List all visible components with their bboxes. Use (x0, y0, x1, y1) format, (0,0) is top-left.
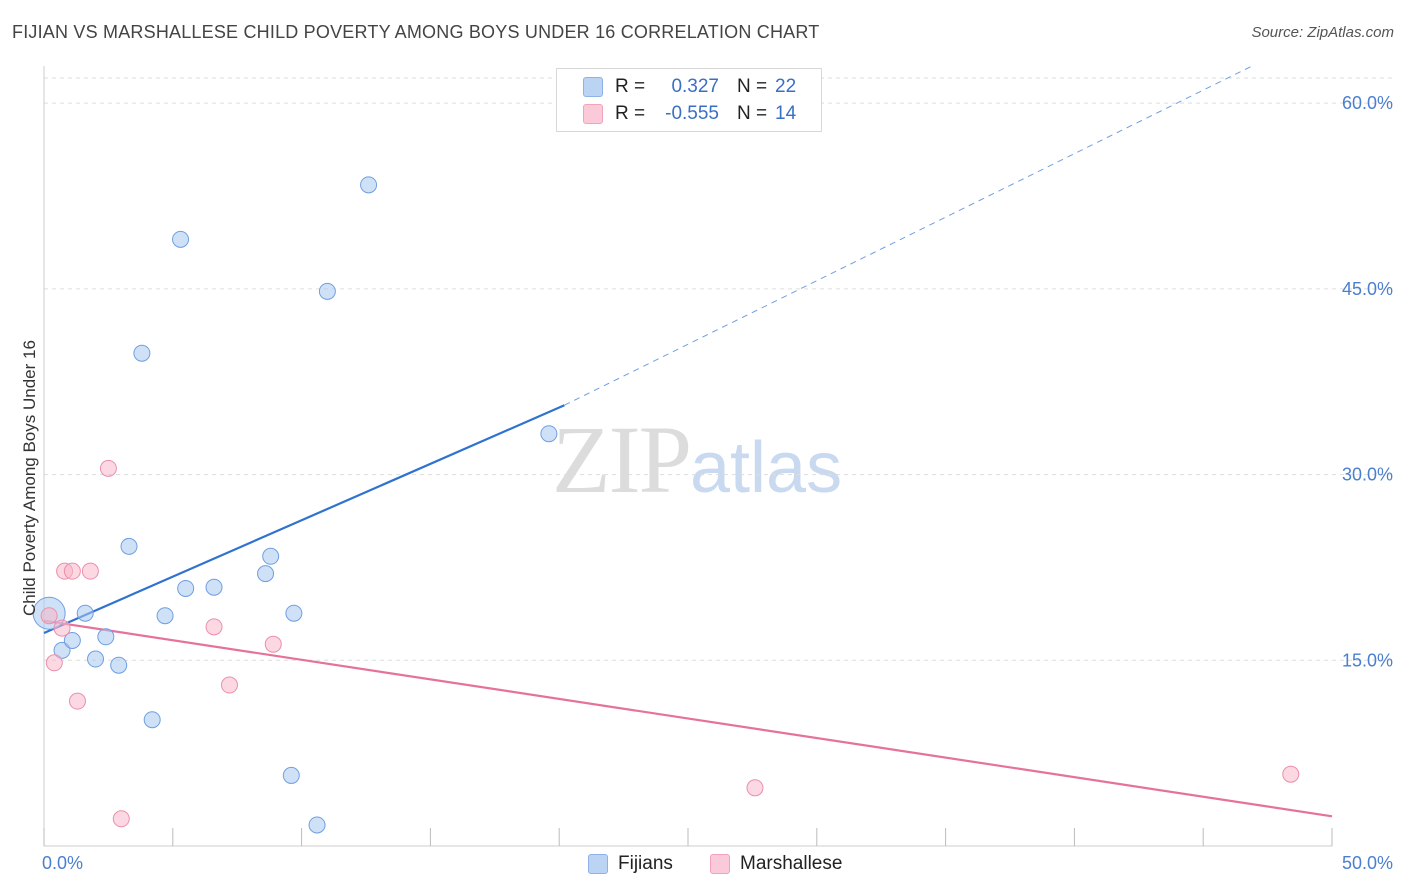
fijians-point (318, 282, 336, 300)
fijians-trend-extension (564, 65, 1253, 406)
n-value: 14 (775, 103, 797, 124)
marshallese-point (112, 810, 130, 828)
marshallese-point (45, 654, 63, 672)
fijians-point (308, 816, 326, 834)
fijians-point (285, 604, 303, 622)
watermark: ZIPatlas (552, 404, 842, 515)
correlation-legend: R = 0.327 N = 22 R = -0.555 N = 14 (556, 68, 822, 132)
chart-title: FIJIAN VS MARSHALLESE CHILD POVERTY AMON… (12, 22, 820, 42)
y-tick-label: 45.0% (1342, 279, 1393, 299)
fijians-point (63, 631, 81, 649)
y-tick-label: 60.0% (1342, 93, 1393, 113)
r-label: R = (615, 103, 646, 124)
fijians-point (540, 425, 558, 443)
n-label: N = (737, 76, 768, 97)
fijians-swatch (588, 854, 608, 874)
marshallese-point (99, 459, 117, 477)
marshallese-point (63, 562, 81, 580)
y-tick-label: 30.0% (1342, 465, 1393, 485)
fijians-point (120, 537, 138, 555)
legend-row-fijians: R = 0.327 N = 22 (583, 75, 796, 99)
r-value: 0.327 (671, 76, 719, 97)
marshallese-swatch (710, 854, 730, 874)
fijians-point (143, 711, 161, 729)
trend-lines (43, 65, 1333, 818)
x-tick-label: 50.0% (1342, 853, 1393, 873)
marshallese-label: Marshallese (740, 853, 843, 874)
fijians-trend-line (43, 404, 565, 635)
y-tick-label: 15.0% (1342, 650, 1393, 670)
y-axis-label: Child Poverty Among Boys Under 16 (20, 340, 39, 616)
marshallese-point (220, 676, 238, 694)
marshallese-point (53, 619, 71, 637)
grid-lines (44, 77, 1394, 661)
fijians-label: Fijians (618, 853, 673, 874)
marshallese-point (81, 562, 99, 580)
fijians-point (87, 650, 105, 668)
marshallese-trend-line (43, 619, 1333, 818)
legend-row-marshallese: R = -0.555 N = 14 (583, 102, 796, 126)
watermark-zip: ZIP (552, 406, 692, 513)
fijians-point (133, 344, 151, 362)
marshallese-point (264, 635, 282, 653)
fijians-point (177, 579, 195, 597)
r-label: R = (615, 76, 646, 97)
r-value: -0.555 (665, 103, 719, 124)
fijians-point (110, 656, 128, 674)
fijians-point (97, 628, 115, 646)
n-label: N = (737, 103, 768, 124)
marshallese-point (746, 779, 764, 797)
n-value: 22 (775, 76, 797, 97)
marshallese-point (68, 692, 86, 710)
marshallese-point (1282, 765, 1300, 783)
fijians-point (76, 604, 94, 622)
marshallese-point (205, 618, 223, 636)
fijians-point (257, 565, 275, 583)
watermark-atlas: atlas (690, 428, 843, 508)
bottom-legend-fijians: Fijians (588, 850, 673, 878)
x-tick-label: 0.0% (42, 853, 83, 873)
fijians-point (172, 230, 190, 248)
data-points (32, 176, 1300, 834)
bottom-legend-marshallese: Marshallese (710, 850, 842, 878)
fijians-point (262, 547, 280, 565)
fijians-point (360, 176, 378, 194)
fijians-point (53, 641, 71, 659)
fijians-point (156, 607, 174, 625)
marshallese-swatch (583, 104, 603, 124)
fijians-swatch (583, 77, 603, 97)
source-label: Source: ZipAtlas.com (1251, 24, 1394, 41)
tick-labels: 15.0% 30.0% 45.0% 60.0% 0.0% 50.0% (42, 93, 1393, 873)
axes (43, 66, 1333, 847)
fijians-point (282, 766, 300, 784)
fijians-point (205, 578, 223, 596)
marshallese-point (40, 607, 58, 625)
